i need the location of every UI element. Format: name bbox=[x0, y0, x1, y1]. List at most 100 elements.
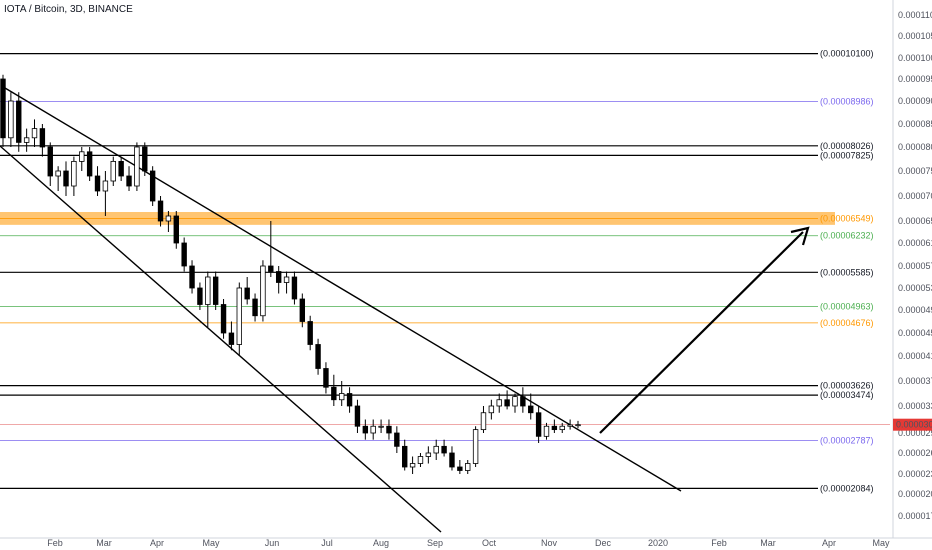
candle-body bbox=[386, 425, 392, 434]
candle bbox=[417, 453, 424, 467]
y-tick-label: 0.00008000 bbox=[898, 142, 932, 152]
candle bbox=[307, 315, 313, 351]
candle bbox=[102, 171, 109, 216]
candle bbox=[551, 419, 558, 433]
candle-body bbox=[575, 424, 581, 427]
current-price-label: 0.00003023 bbox=[896, 420, 932, 430]
candle-body bbox=[79, 151, 85, 162]
candle-body bbox=[512, 396, 518, 407]
candle bbox=[433, 439, 439, 460]
y-tick-label: 0.00005300 bbox=[898, 283, 932, 293]
candle bbox=[362, 419, 369, 440]
candle bbox=[528, 393, 534, 420]
x-tick-label: Feb bbox=[47, 538, 63, 548]
y-tick-label: 0.00007500 bbox=[898, 166, 932, 176]
candle bbox=[118, 156, 124, 181]
candle bbox=[23, 128, 30, 152]
candle bbox=[71, 156, 77, 196]
candle bbox=[260, 260, 266, 322]
candle bbox=[567, 419, 573, 430]
y-tick-label: 0.00006100 bbox=[898, 238, 932, 248]
candle bbox=[394, 426, 400, 453]
candle bbox=[488, 399, 495, 420]
candle bbox=[331, 374, 337, 406]
y-tick-label: 0.00005700 bbox=[898, 261, 932, 271]
candle-body bbox=[362, 425, 369, 434]
candle-body bbox=[504, 399, 510, 407]
candle bbox=[268, 221, 274, 277]
candle bbox=[323, 362, 329, 394]
x-tick-label: Jul bbox=[321, 538, 333, 548]
candle-body bbox=[417, 456, 424, 464]
candle-body bbox=[149, 170, 156, 202]
candle-body bbox=[94, 175, 101, 192]
candle-body bbox=[173, 215, 179, 244]
candle-body bbox=[181, 242, 187, 267]
candle-body bbox=[220, 304, 227, 334]
level-label: (0.00002787) bbox=[820, 436, 874, 446]
projection-arrow bbox=[599, 231, 804, 434]
x-tick-label: Nov bbox=[541, 538, 558, 548]
candle-body bbox=[63, 170, 69, 187]
current-price-badge: 0.00003023 bbox=[893, 418, 932, 431]
candle-body bbox=[378, 425, 384, 428]
candle bbox=[512, 393, 518, 413]
candle bbox=[496, 393, 502, 413]
y-tick-label: 0.00008500 bbox=[898, 119, 932, 129]
candle-body bbox=[472, 429, 479, 464]
level-label: (0.00005585) bbox=[820, 267, 874, 277]
level-label: (0.00006549) bbox=[820, 214, 874, 224]
candle bbox=[252, 293, 258, 322]
candle-body bbox=[0, 78, 6, 139]
candle bbox=[543, 422, 550, 440]
y-tick-label: 0.00009500 bbox=[898, 74, 932, 84]
level-label: (0.00006232) bbox=[820, 231, 874, 241]
candle bbox=[189, 260, 195, 294]
candle-body bbox=[433, 445, 439, 454]
candle-body bbox=[102, 180, 109, 192]
candle bbox=[480, 406, 487, 433]
candle bbox=[149, 166, 156, 206]
candle bbox=[559, 422, 565, 433]
candle bbox=[134, 142, 140, 191]
candle bbox=[338, 381, 345, 406]
candle bbox=[205, 271, 211, 328]
candle-body bbox=[110, 160, 116, 182]
candles bbox=[0, 74, 581, 474]
x-tick-label: Apr bbox=[150, 538, 164, 548]
candle bbox=[291, 271, 298, 305]
x-tick-label: Jun bbox=[265, 538, 280, 548]
candle-body bbox=[23, 137, 30, 143]
candle-body bbox=[291, 276, 298, 300]
candle bbox=[142, 142, 148, 176]
candle-body bbox=[142, 146, 148, 172]
candle-body bbox=[8, 100, 14, 139]
candle bbox=[449, 446, 455, 471]
candle bbox=[16, 92, 22, 152]
candle-body bbox=[409, 463, 416, 468]
y-tick-label: 0.00003700 bbox=[898, 376, 932, 386]
candle bbox=[346, 387, 353, 413]
candle-body bbox=[551, 425, 558, 431]
candle-body bbox=[338, 393, 345, 401]
y-tick-label: 0.00001720 bbox=[898, 511, 932, 521]
candle-body bbox=[520, 396, 526, 407]
candle-body bbox=[441, 445, 447, 454]
candle bbox=[63, 161, 69, 196]
y-tick-label: 0.00002000 bbox=[898, 489, 932, 499]
candle bbox=[457, 460, 463, 474]
y-tick-label: 0.00011000 bbox=[898, 10, 932, 20]
horizontal-levels: (0.00010100)(0.00008986)(0.00008026)(0.0… bbox=[0, 49, 890, 493]
candle-body bbox=[118, 160, 124, 177]
candle-body bbox=[567, 424, 573, 427]
candle bbox=[165, 211, 172, 232]
y-tick-label: 0.00010000 bbox=[898, 53, 932, 63]
level-label: (0.00007825) bbox=[820, 150, 874, 160]
candle-body bbox=[299, 298, 306, 322]
level-label: (0.00003626) bbox=[820, 381, 874, 391]
x-tick-label: May bbox=[872, 538, 890, 548]
candle bbox=[181, 237, 187, 272]
candle bbox=[370, 419, 376, 440]
